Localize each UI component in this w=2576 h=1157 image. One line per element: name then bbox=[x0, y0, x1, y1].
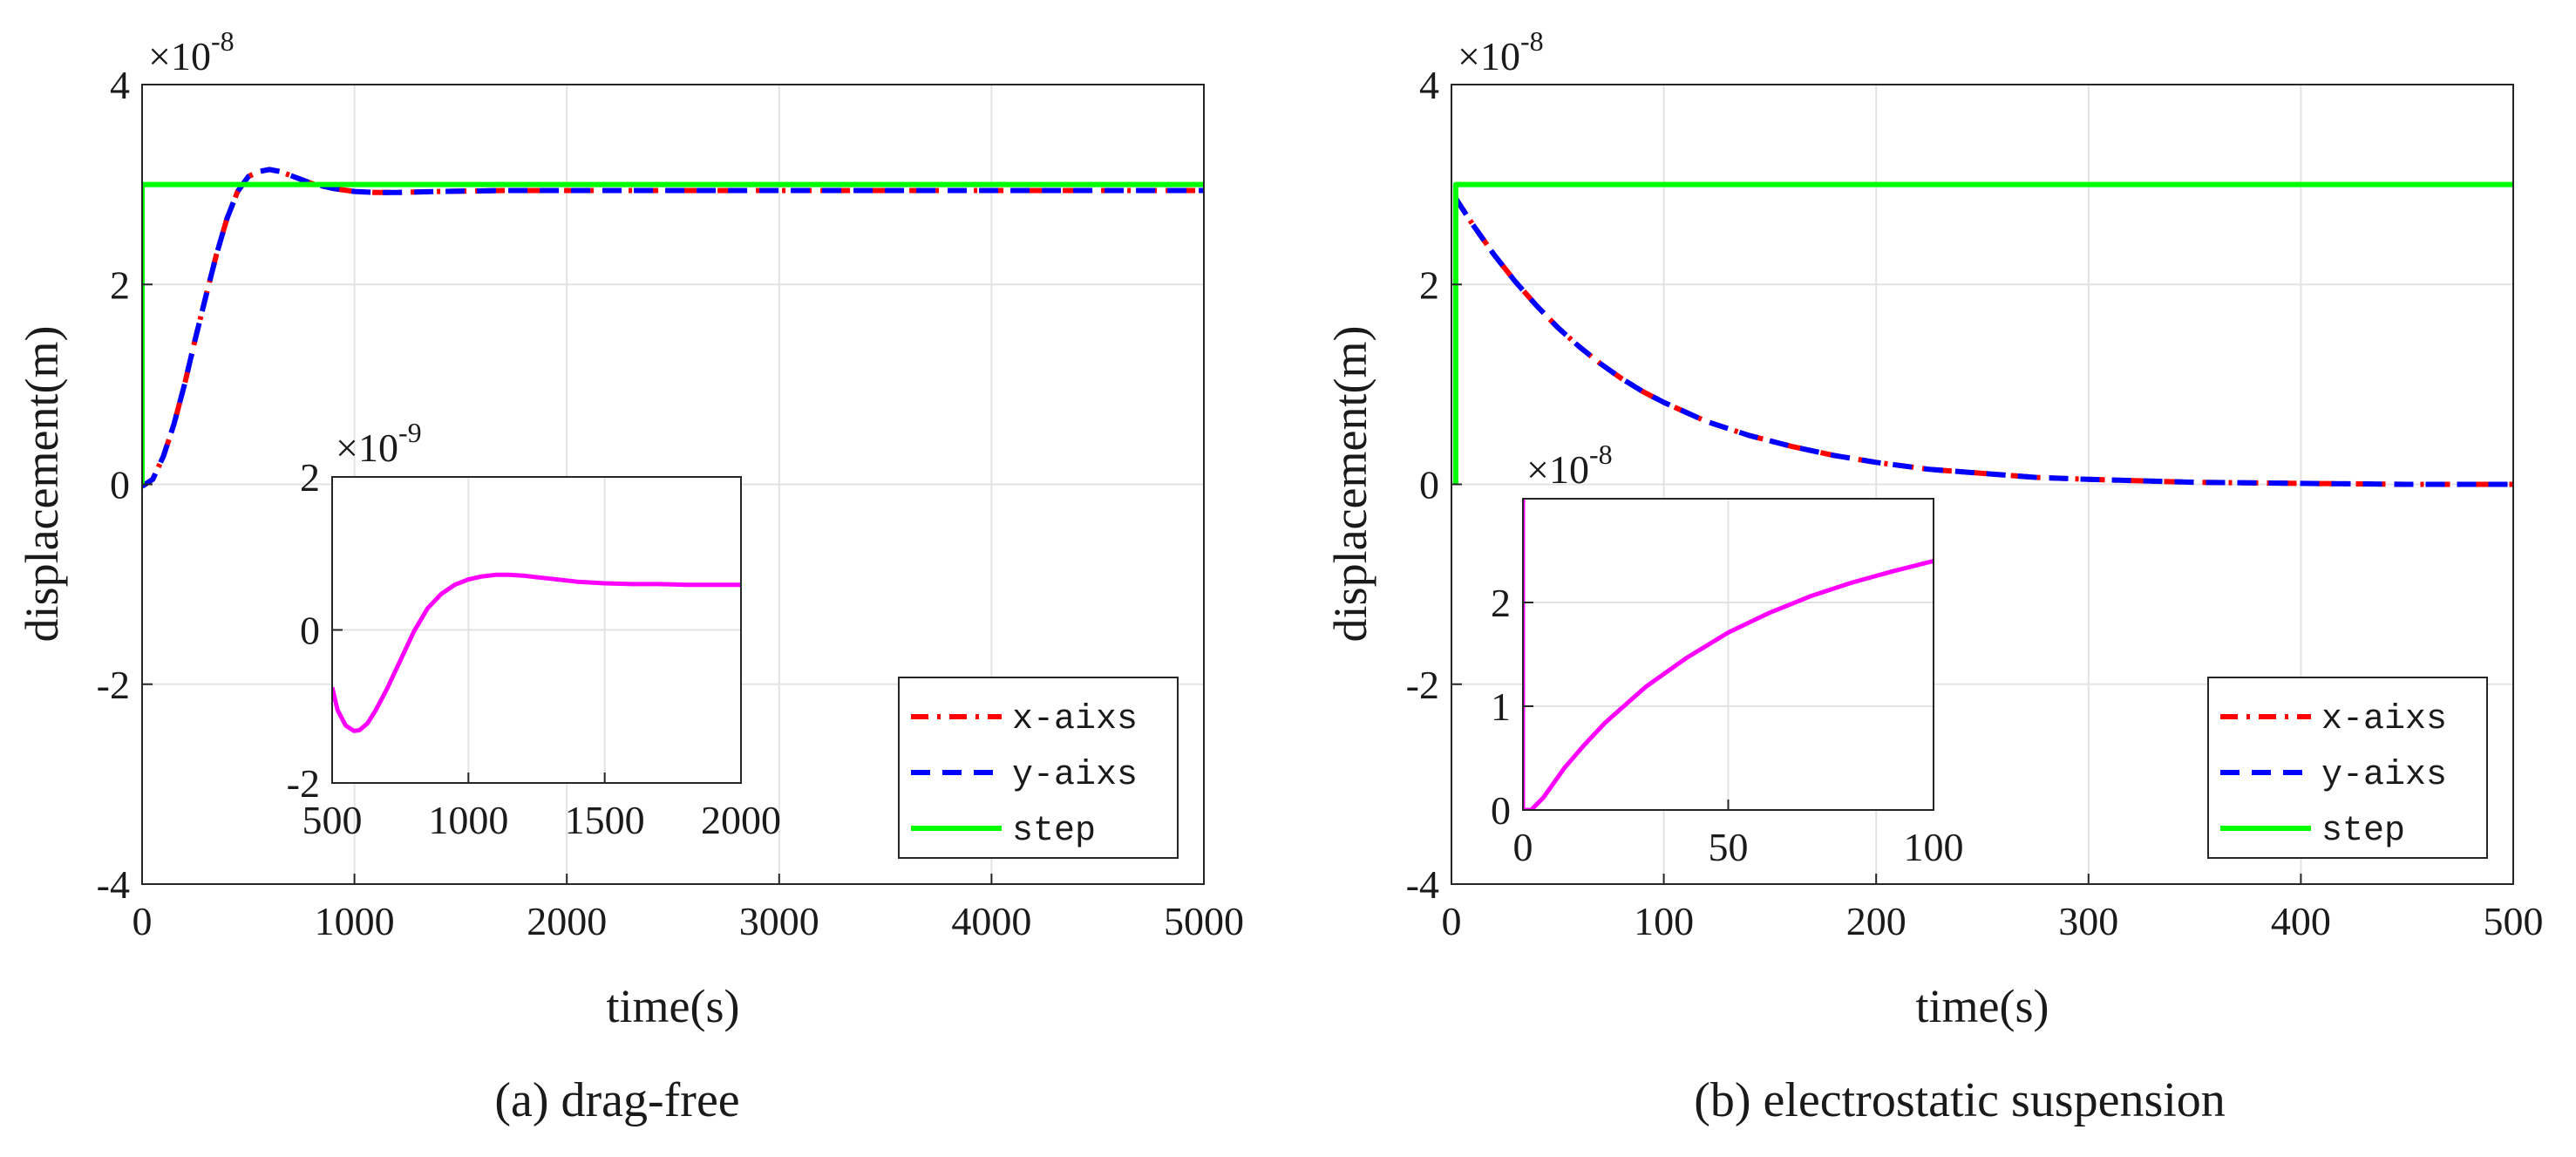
panel-electrostatic-suspension: 0 100 200 300 400 500-4-2024×10-8time(s)displ… bbox=[1324, 25, 2544, 1127]
charta-inset-xtick-label-1: 1000 bbox=[428, 798, 508, 842]
chartb-caption: (b) electrostatic suspension bbox=[1694, 1073, 2226, 1127]
charta-inset-xtick-label-2: 1500 bbox=[565, 798, 645, 842]
charta-xtick-label-2: 2000 bbox=[527, 899, 607, 943]
charta-xtick-label-4: 4000 bbox=[951, 899, 1031, 943]
chartb-ytick-label-2: 0 bbox=[1419, 463, 1439, 507]
chartb-xtick-label-4: 400 bbox=[2271, 899, 2331, 943]
chartb-y-exponent-power: -8 bbox=[1520, 25, 1544, 57]
chartb-series-step bbox=[1452, 181, 2513, 485]
chartb-xtick-label-3: 300 bbox=[2058, 899, 2118, 943]
chartb-ytick-label-4: 4 bbox=[1419, 63, 1439, 107]
charta-y-exponent: ×10-8 bbox=[148, 25, 234, 78]
chartb-legend-label-x-aixs: x-aixs bbox=[2321, 700, 2447, 739]
chartb-series-y-aixs bbox=[1453, 197, 2513, 487]
charta-legend-label-y-aixs: y-aixs bbox=[1012, 756, 1138, 795]
chartb-legend-label-y-aixs: y-aixs bbox=[2321, 756, 2447, 795]
chartb-y-exponent-base: ×10 bbox=[1458, 34, 1520, 78]
charta-ytick-label-2: 0 bbox=[110, 463, 130, 507]
charta-xtick-label-0: 0 bbox=[133, 899, 153, 943]
charta-series-step bbox=[142, 181, 1204, 485]
charta-x-axis-title: time(s) bbox=[607, 980, 740, 1032]
charta-y-exponent-power: -8 bbox=[211, 25, 234, 57]
chartb-xtick-label-1: 100 bbox=[1634, 899, 1694, 943]
charta-ytick-label-0: -4 bbox=[97, 862, 130, 907]
charta-ytick-label-4: 4 bbox=[110, 63, 130, 107]
panel-drag-free: 0 1000 2000 3000 4000 5000-4-2024×10-8time(s)… bbox=[16, 25, 1244, 1127]
charta-inset-xtick-label-0: 500 bbox=[302, 798, 363, 842]
chartb-inset-y-exponent-power: -8 bbox=[1589, 439, 1613, 470]
charta-caption: (a) drag-free bbox=[494, 1073, 739, 1127]
charta-y-axis-title: displacement(m) bbox=[16, 326, 68, 643]
charta-inset-ytick-label-2: 2 bbox=[300, 455, 320, 500]
charta-ytick-label-1: -2 bbox=[97, 663, 130, 707]
charta-legend-label-x-aixs: x-aixs bbox=[1012, 700, 1138, 739]
charta-inset-xtick-label-3: 2000 bbox=[701, 798, 781, 842]
charta-inset-y-exponent: ×10-9 bbox=[336, 417, 422, 470]
charta-inset-y-exponent-power: -9 bbox=[398, 417, 422, 448]
chartb-x-axis-title: time(s) bbox=[1916, 980, 2049, 1032]
chartb-ytick-label-0: -4 bbox=[1406, 862, 1439, 907]
chartb-y-exponent: ×10-8 bbox=[1458, 25, 1544, 78]
charta-y-exponent-base: ×10 bbox=[148, 34, 211, 78]
charta-series-y-aixs bbox=[142, 167, 1204, 489]
chartb-ytick-label-3: 2 bbox=[1419, 262, 1439, 307]
chartb-legend bbox=[2207, 677, 2488, 859]
chartb-inset-ytick-label-2: 2 bbox=[1491, 581, 1511, 625]
chartb-xtick-label-0: 0 bbox=[1442, 899, 1462, 943]
charta-xtick-label-1: 1000 bbox=[315, 899, 395, 943]
charta-inset-series-error bbox=[332, 572, 741, 733]
charta-ytick-label-3: 2 bbox=[110, 262, 130, 307]
chartb-inset: 0 50 100 0 1 2 ×10-8 bbox=[1491, 439, 1964, 869]
charta-xtick-label-5: 5000 bbox=[1164, 899, 1244, 943]
charta-legend-label-step: step bbox=[1012, 812, 1096, 851]
charta-inset-ytick-label-0: -2 bbox=[287, 761, 320, 806]
charta-xtick-label-3: 3000 bbox=[739, 899, 819, 943]
chartb-ytick-label-1: -2 bbox=[1406, 663, 1439, 707]
chartb-xtick-label-5: 500 bbox=[2484, 899, 2544, 943]
charta-inset-y-exponent-base: ×10 bbox=[336, 425, 398, 470]
charta-inset: 500 1000 1500 2000 -2 0 2 ×10-9 bbox=[287, 417, 781, 842]
chartb-legend-label-step: step bbox=[2321, 812, 2405, 851]
chartb-inset-ytick-label-1: 1 bbox=[1491, 684, 1511, 729]
chartb-inset-y-exponent-base: ×10 bbox=[1526, 447, 1589, 492]
chartb-xtick-label-2: 200 bbox=[1846, 899, 1907, 943]
chartb-inset-xtick-label-2: 100 bbox=[1904, 825, 1964, 869]
chartb-inset-series-error bbox=[1523, 499, 1934, 810]
chartb-inset-ytick-label-0: 0 bbox=[1491, 788, 1511, 833]
chartb-inset-xtick-label-1: 50 bbox=[1709, 825, 1749, 869]
chartb-inset-xtick-label-0: 0 bbox=[1513, 825, 1533, 869]
chartb-inset-y-exponent: ×10-8 bbox=[1526, 439, 1613, 492]
charta-inset-ytick-label-1: 0 bbox=[300, 609, 320, 653]
chartb-y-axis-title: displacement(m) bbox=[1324, 326, 1376, 643]
